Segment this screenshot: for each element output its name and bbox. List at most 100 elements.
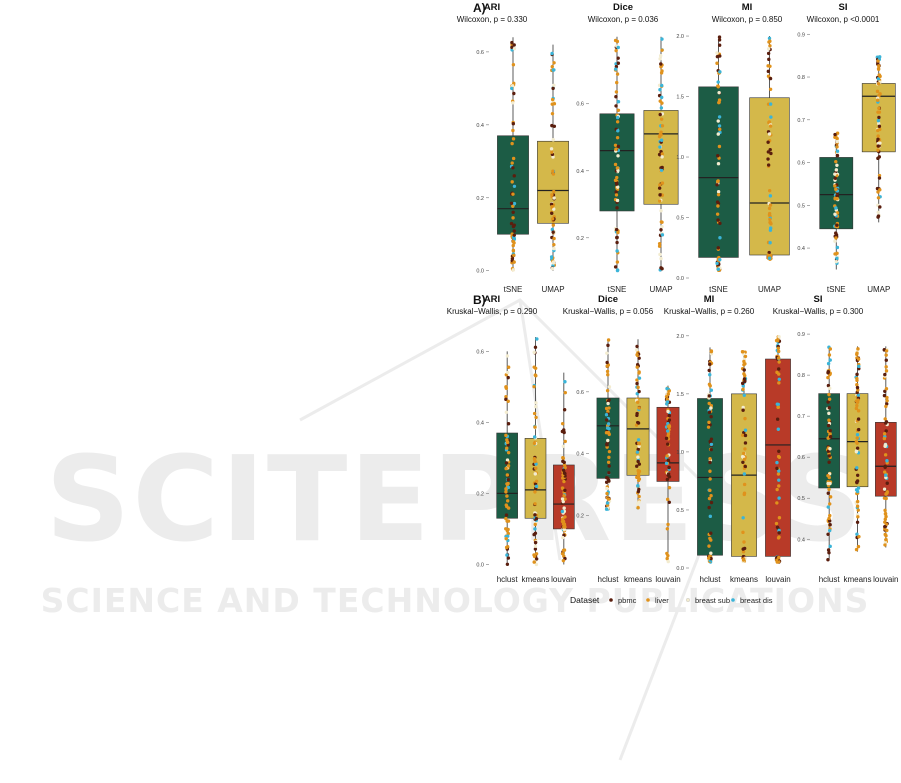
- panel-title: Dice: [598, 294, 618, 305]
- data-point: [534, 401, 538, 405]
- data-point: [876, 141, 881, 146]
- data-point: [511, 128, 515, 133]
- data-point: [716, 85, 720, 89]
- data-point: [532, 411, 537, 416]
- data-point: [777, 484, 781, 488]
- data-point: [634, 348, 639, 352]
- data-point: [636, 474, 640, 479]
- data-point: [708, 477, 712, 481]
- chart-panel-7: MI Kruskal−Wallis, p = 0.260 0.0 0.5 1.0 1.5 2…: [664, 294, 791, 584]
- data-point: [550, 111, 555, 116]
- data-point: [709, 538, 713, 542]
- data-point: [855, 466, 859, 470]
- data-point: [718, 70, 722, 74]
- data-point: [715, 261, 719, 266]
- data-point: [774, 521, 779, 526]
- y-tick-label: 0.5: [797, 203, 805, 209]
- data-point: [551, 172, 556, 176]
- data-point: [717, 43, 722, 47]
- data-point: [614, 95, 618, 99]
- data-point: [835, 196, 839, 201]
- y-tick-label: 0.2: [576, 236, 584, 242]
- data-point: [616, 230, 620, 235]
- data-point: [775, 460, 779, 465]
- data-point: [533, 459, 537, 464]
- data-point: [605, 491, 609, 496]
- legend-item-label: breast dis: [740, 596, 773, 605]
- data-point: [766, 47, 771, 51]
- data-point: [775, 525, 780, 529]
- legend-item-label: liver: [655, 596, 669, 605]
- data-point: [775, 466, 779, 471]
- data-point: [606, 373, 610, 377]
- data-point: [768, 102, 773, 106]
- data-point: [855, 372, 859, 377]
- data-point: [828, 502, 832, 506]
- watermark-sub-text: SCIENCE AND TECHNOLOGY PUBLICATIONS: [41, 581, 870, 620]
- data-point: [512, 223, 516, 227]
- y-tick-label: 0.8: [797, 75, 805, 81]
- x-tick-label: hclust: [700, 575, 722, 584]
- data-point: [856, 409, 861, 413]
- panel-subtitle: Wilcoxon, p = 0.036: [588, 15, 659, 24]
- data-point: [876, 214, 881, 218]
- data-point: [636, 455, 640, 459]
- data-point: [613, 67, 618, 71]
- data-point: [534, 552, 539, 556]
- data-point: [717, 98, 722, 102]
- data-point: [505, 354, 510, 358]
- y-tick-label: 1.5: [676, 392, 684, 398]
- data-point: [883, 543, 887, 547]
- x-tick-label: tSNE: [709, 285, 728, 294]
- data-point: [884, 522, 889, 526]
- data-point: [665, 556, 669, 561]
- data-point: [716, 80, 720, 84]
- data-point: [563, 465, 567, 470]
- data-point: [635, 464, 639, 468]
- data-point: [616, 61, 621, 65]
- data-point: [875, 89, 880, 94]
- data-point: [665, 454, 669, 458]
- data-point: [563, 488, 567, 493]
- data-point: [708, 456, 712, 461]
- data-point: [834, 206, 838, 210]
- data-point: [561, 459, 565, 464]
- x-tick-label: UMAP: [867, 285, 890, 294]
- data-point: [777, 535, 781, 539]
- data-point: [828, 432, 832, 436]
- data-point: [706, 556, 711, 560]
- data-point: [876, 144, 880, 148]
- data-point: [659, 95, 664, 100]
- data-point: [826, 558, 830, 562]
- data-point: [884, 429, 888, 433]
- data-point: [615, 249, 619, 253]
- data-point: [615, 166, 620, 170]
- data-point: [876, 82, 881, 86]
- data-point: [552, 236, 556, 241]
- data-point: [510, 141, 514, 146]
- data-point: [615, 268, 620, 273]
- data-point: [883, 517, 888, 521]
- data-point: [533, 544, 538, 548]
- data-point: [707, 505, 711, 510]
- data-point: [665, 386, 669, 391]
- data-point: [616, 56, 620, 60]
- data-point: [533, 502, 537, 506]
- data-point: [550, 227, 555, 232]
- data-point: [616, 45, 620, 50]
- panel-title: MI: [742, 2, 753, 13]
- data-point: [717, 144, 722, 149]
- data-point: [709, 494, 713, 498]
- data-point: [742, 368, 746, 372]
- data-point: [616, 185, 620, 189]
- legend-title: Dataset: [570, 595, 600, 605]
- data-point: [882, 432, 887, 436]
- data-point: [506, 531, 511, 536]
- data-point: [741, 558, 746, 562]
- data-point: [607, 398, 611, 402]
- data-point: [635, 352, 639, 357]
- data-point: [510, 40, 514, 45]
- data-point: [768, 44, 772, 48]
- data-point: [833, 176, 837, 181]
- data-point: [512, 46, 517, 51]
